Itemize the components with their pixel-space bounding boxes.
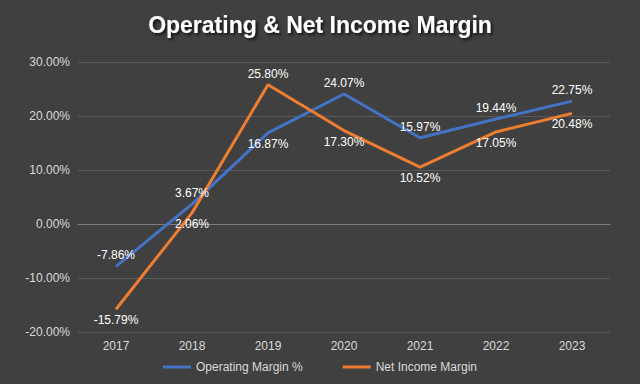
svg-text:22.75%: 22.75%	[552, 83, 593, 97]
svg-text:17.30%: 17.30%	[324, 135, 365, 149]
svg-text:2017: 2017	[103, 339, 130, 353]
svg-text:Net Income Margin: Net Income Margin	[376, 360, 477, 374]
svg-text:2.06%: 2.06%	[175, 217, 209, 231]
svg-text:30.00%: 30.00%	[29, 55, 70, 69]
svg-text:2019: 2019	[255, 339, 282, 353]
svg-text:20.00%: 20.00%	[29, 109, 70, 123]
svg-text:0.00%: 0.00%	[36, 217, 70, 231]
svg-text:-7.86%: -7.86%	[97, 248, 135, 262]
svg-text:10.00%: 10.00%	[29, 163, 70, 177]
svg-text:2021: 2021	[407, 339, 434, 353]
svg-text:19.44%: 19.44%	[476, 101, 517, 115]
svg-text:17.05%: 17.05%	[476, 136, 517, 150]
svg-text:2022: 2022	[483, 339, 510, 353]
svg-text:Operating & Net Income Margin: Operating & Net Income Margin	[148, 12, 492, 38]
svg-text:15.97%: 15.97%	[400, 120, 441, 134]
svg-text:20.48%: 20.48%	[552, 117, 593, 131]
svg-text:Operating Margin %: Operating Margin %	[196, 360, 303, 374]
svg-text:10.52%: 10.52%	[400, 171, 441, 185]
svg-text:24.07%: 24.07%	[324, 76, 365, 90]
svg-text:16.87%: 16.87%	[248, 137, 289, 151]
svg-text:-15.79%: -15.79%	[94, 313, 139, 327]
svg-text:2020: 2020	[331, 339, 358, 353]
svg-text:-20.00%: -20.00%	[25, 325, 70, 339]
svg-text:3.67%: 3.67%	[175, 186, 209, 200]
svg-text:2018: 2018	[179, 339, 206, 353]
svg-text:2023: 2023	[559, 339, 586, 353]
svg-text:25.80%: 25.80%	[248, 67, 289, 81]
svg-text:-10.00%: -10.00%	[25, 271, 70, 285]
